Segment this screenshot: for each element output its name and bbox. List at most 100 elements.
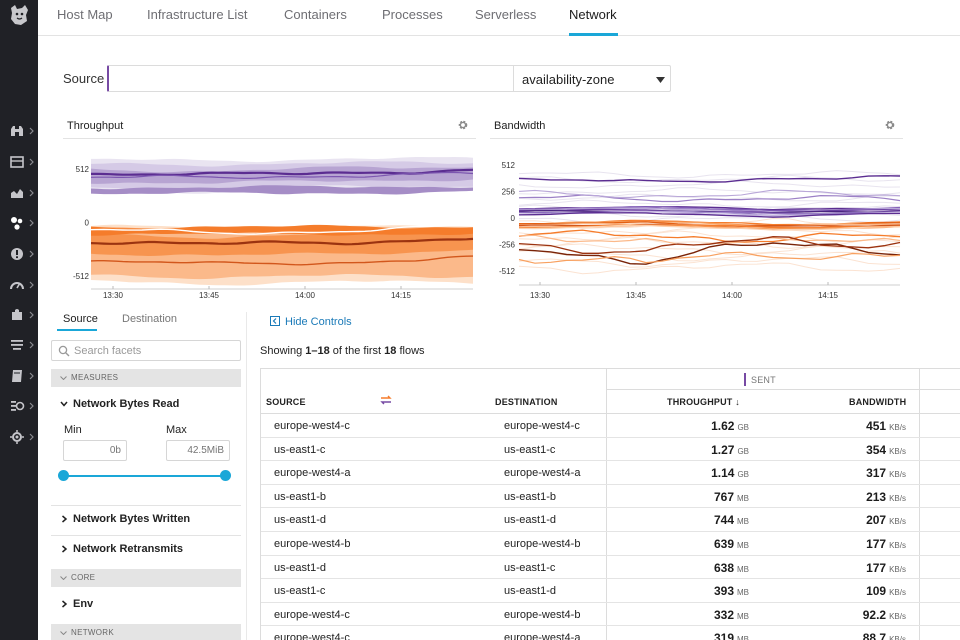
- throughput-cell: 1.62 GB: [711, 419, 749, 433]
- throughput-cell: 1.14 GB: [711, 466, 749, 480]
- table-row[interactable]: us-east1-b us-east1-b 767 MB 213 KB/s: [261, 485, 960, 509]
- tab-network[interactable]: Network: [569, 7, 617, 22]
- row-divider: [261, 507, 960, 509]
- facet-tab-source[interactable]: Source: [63, 313, 98, 325]
- section-core-label: CORE: [71, 573, 96, 582]
- table-row[interactable]: us-east1-c us-east1-c 1.27 GB 354 KB/s: [261, 438, 960, 462]
- bandwidth-cell: 451 KB/s: [866, 419, 906, 433]
- group-by-select[interactable]: availability-zone: [513, 65, 671, 92]
- destination-cell: us-east1-b: [504, 490, 556, 503]
- hide-controls-button[interactable]: Hide Controls: [270, 316, 352, 328]
- chevron-right-icon: [29, 127, 34, 135]
- max-label: Max: [166, 424, 187, 436]
- chevron-right-icon: [29, 433, 34, 441]
- table-row[interactable]: europe-west4-a europe-west4-a 1.14 GB 317 KB/…: [261, 461, 960, 485]
- chevron-right-icon: [29, 341, 34, 349]
- bandwidth-value: 451: [866, 419, 887, 433]
- table-row[interactable]: us-east1-c us-east1-d 393 MB 109 KB/s: [261, 579, 960, 603]
- throughput-received-inner-band: [91, 224, 473, 236]
- notebook-icon[interactable]: [9, 368, 25, 384]
- min-input[interactable]: [63, 440, 127, 461]
- table-row[interactable]: us-east1-d us-east1-c 638 MB 177 KB/s: [261, 556, 960, 580]
- infrastructure-icon[interactable]: [9, 215, 25, 231]
- throughput-cell: 319 MB: [714, 631, 749, 640]
- gear-icon[interactable]: [884, 119, 896, 131]
- top-navigation: Host Map Infrastructure List Containers …: [38, 0, 960, 36]
- bandwidth-sent-faint-line: [518, 215, 901, 224]
- table-row[interactable]: europe-west4-c europe-west4-a 319 MB 88.7 KB/…: [261, 626, 960, 640]
- destination-cell: europe-west4-b: [504, 608, 581, 621]
- datadog-logo-icon[interactable]: [5, 2, 33, 28]
- range-slider-max-handle[interactable]: [220, 470, 231, 481]
- column-header-throughput[interactable]: THROUGHPUT ↓: [667, 397, 740, 407]
- table-row[interactable]: europe-west4-c europe-west4-b 332 MB 92.2 KB/…: [261, 603, 960, 627]
- bandwidth-sent-upper-line: [518, 189, 901, 198]
- chevron-right-icon: [62, 600, 68, 608]
- security-icon[interactable]: [9, 429, 25, 445]
- column-header-bandwidth[interactable]: BANDWIDTH: [849, 397, 907, 407]
- facet-network-bytes-read[interactable]: Network Bytes Read: [73, 398, 180, 410]
- range-slider-track[interactable]: [63, 475, 226, 477]
- puzzle-icon[interactable]: [9, 307, 25, 323]
- bandwidth-received-bottom-line: [518, 251, 901, 264]
- gear-icon[interactable]: [457, 119, 469, 131]
- column-header-source[interactable]: SOURCE: [266, 397, 306, 407]
- logs-icon[interactable]: [9, 398, 25, 414]
- throughput-unit: MB: [737, 611, 749, 621]
- max-input[interactable]: [166, 440, 230, 461]
- bandwidth-value: 177: [866, 560, 887, 575]
- table-row[interactable]: europe-west4-b europe-west4-b 639 MB 177 KB/s: [261, 532, 960, 556]
- table-row[interactable]: us-east1-d us-east1-d 744 MB 207 KB/s: [261, 508, 960, 532]
- throughput-value: 1.27: [711, 442, 735, 457]
- source-cell: us-east1-d: [274, 561, 326, 574]
- bandwidth-sent-faint-line: [518, 170, 901, 179]
- source-search-input[interactable]: [107, 65, 513, 92]
- facet-search-input[interactable]: [74, 343, 234, 358]
- bandwidth-cell: 354 KB/s: [866, 443, 906, 457]
- source-label: Source: [63, 71, 105, 86]
- section-measures-label: MEASURES: [71, 373, 119, 382]
- tab-containers[interactable]: Containers: [284, 7, 347, 22]
- destination-cell: europe-west4-a: [504, 467, 581, 480]
- list-icon[interactable]: [9, 337, 25, 353]
- throughput-unit: MB: [737, 493, 749, 503]
- section-network[interactable]: NETWORK: [51, 624, 241, 640]
- throughput-unit: MB: [737, 564, 749, 574]
- section-measures[interactable]: MEASURES: [51, 369, 241, 387]
- bandwidth-received-line: [518, 222, 901, 227]
- column-header-destination[interactable]: DESTINATION: [495, 397, 558, 407]
- facet-network-retransmits[interactable]: Network Retransmits: [73, 543, 184, 555]
- gauge-icon[interactable]: [9, 277, 25, 293]
- bandwidth-value: 88.7: [862, 631, 887, 640]
- alert-icon[interactable]: [9, 246, 25, 262]
- throughput-value: 767: [713, 489, 734, 504]
- bandwidth-cell: 109 KB/s: [866, 584, 906, 598]
- throughput-unit: MB: [737, 635, 749, 640]
- bandwidth-received-faint-line: [518, 256, 901, 268]
- throughput-value: 393: [713, 584, 734, 599]
- bandwidth-cell: 177 KB/s: [866, 561, 906, 575]
- facet-tab-destination[interactable]: Destination: [122, 313, 178, 325]
- tab-processes[interactable]: Processes: [382, 7, 443, 22]
- sent-group-label: SENT: [751, 375, 776, 385]
- metrics-icon[interactable]: [9, 185, 25, 201]
- facet-network-bytes-written[interactable]: Network Bytes Written: [73, 513, 191, 525]
- tab-infrastructure-list[interactable]: Infrastructure List: [147, 7, 248, 22]
- swap-direction-icon[interactable]: [380, 394, 392, 406]
- throughput-chart[interactable]: 512 0 -512 13:30 13:45 14:00 14:15: [60, 150, 480, 305]
- source-cell: europe-west4-b: [274, 538, 351, 550]
- table-row[interactable]: europe-west4-c europe-west4-c 1.62 GB 451 KB/…: [261, 414, 960, 438]
- range-slider-min-handle[interactable]: [58, 470, 69, 481]
- bandwidth-unit: KB/s: [889, 564, 906, 574]
- bandwidth-chart[interactable]: 512 256 0 -256 -512 13:30 13:45 14:00 14:15: [488, 150, 908, 305]
- binoculars-icon[interactable]: [9, 123, 25, 139]
- throughput-unit: MB: [737, 588, 749, 598]
- x-tick-label: 13:30: [530, 291, 551, 300]
- dashboard-icon[interactable]: [9, 154, 25, 170]
- tab-host-map[interactable]: Host Map: [57, 7, 113, 22]
- facet-env[interactable]: Env: [73, 598, 94, 610]
- chevron-down-icon: [60, 576, 67, 580]
- tab-serverless[interactable]: Serverless: [475, 7, 537, 22]
- section-core[interactable]: CORE: [51, 569, 241, 587]
